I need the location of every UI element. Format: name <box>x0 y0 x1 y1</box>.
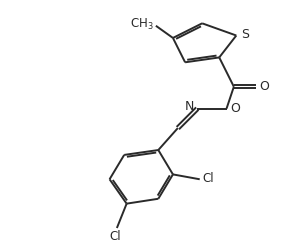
Text: N: N <box>185 100 194 113</box>
Text: O: O <box>230 102 240 115</box>
Text: S: S <box>241 28 249 41</box>
Text: CH$_3$: CH$_3$ <box>130 17 154 32</box>
Text: Cl: Cl <box>203 172 214 185</box>
Text: O: O <box>259 80 269 93</box>
Text: Cl: Cl <box>110 230 121 244</box>
